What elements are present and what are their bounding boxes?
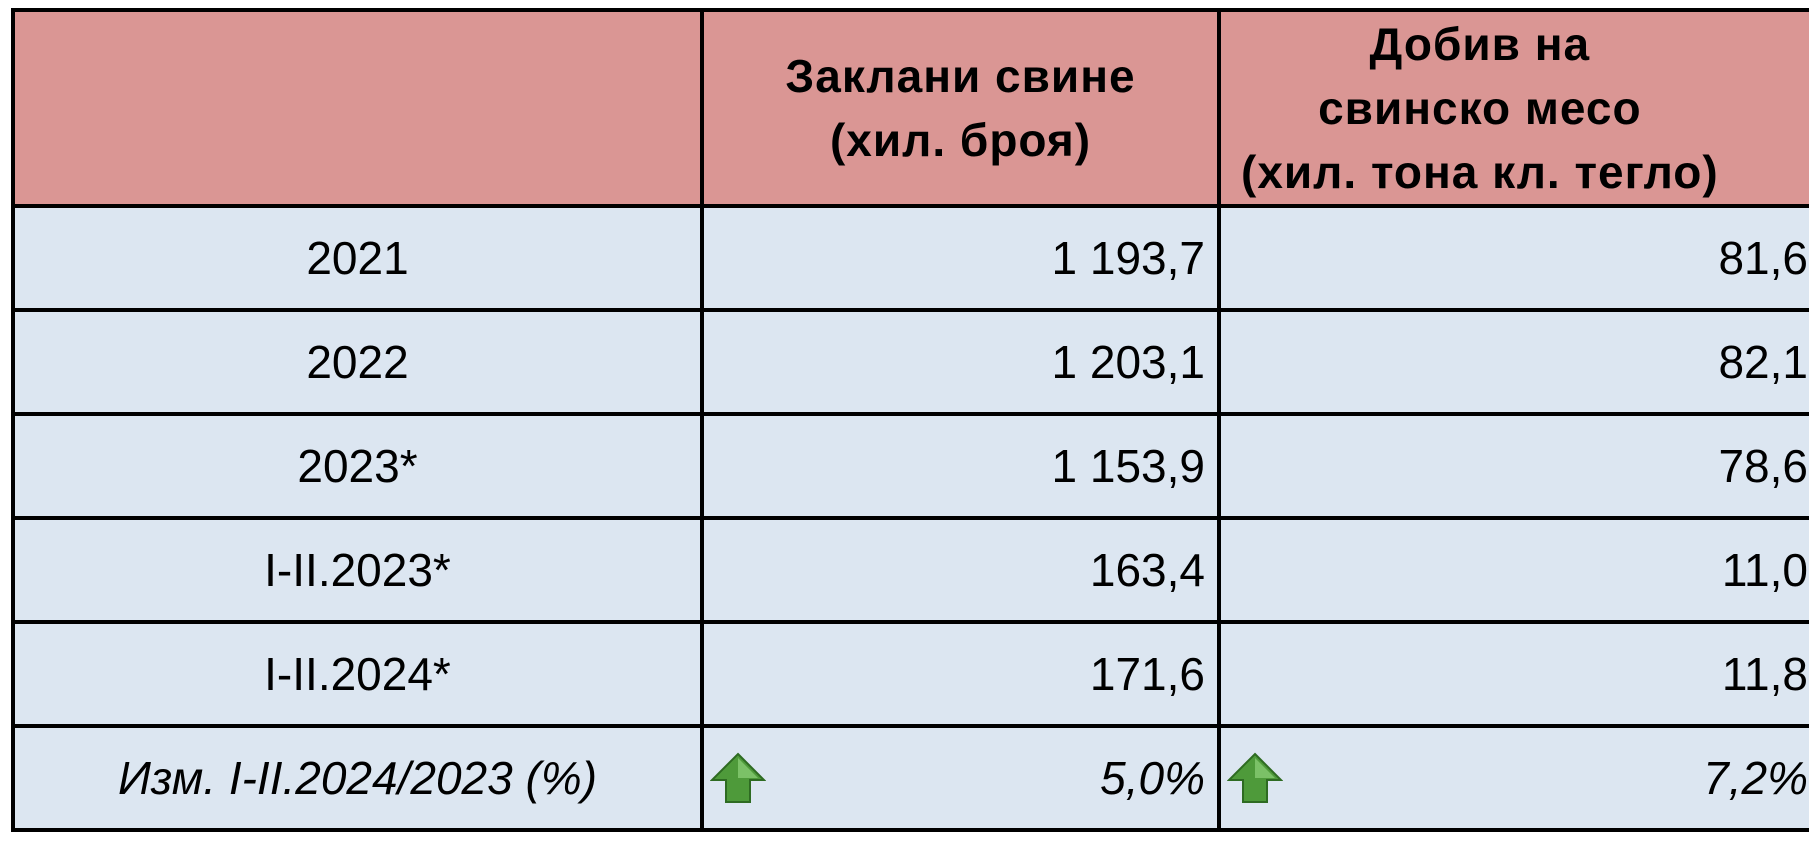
- cell-text: 1 153,9: [1051, 440, 1205, 492]
- header-cell: Заклани свине (хил. броя): [700, 8, 1221, 208]
- value-cell: 7,2%: [1217, 724, 1809, 832]
- row-label: 2021: [11, 204, 704, 312]
- header-cell: [11, 8, 704, 208]
- header-line: (хил. броя): [829, 114, 1092, 166]
- cell-text: 2023*: [297, 440, 418, 492]
- cell-text: 2021: [306, 232, 409, 284]
- cell-text: I-II.2024*: [264, 648, 451, 700]
- cell-text: 2022: [306, 336, 409, 388]
- value-cell: 1 193,7: [700, 204, 1221, 312]
- table-row: 2023* 1 153,9 78,6: [11, 412, 1809, 520]
- data-table: Заклани свине (хил. броя) Добив на свинско…: [11, 8, 1809, 832]
- row-label: I-II.2024*: [11, 620, 704, 728]
- table-row: 2021 1 193,7 81,6: [11, 204, 1809, 312]
- header-line: Добив на: [1369, 18, 1591, 70]
- header-text: Заклани свине (хил. броя): [716, 44, 1205, 172]
- cell-text: 7,2%: [1703, 752, 1808, 804]
- row-label: 2022: [11, 308, 704, 416]
- cell-text: 1 203,1: [1051, 336, 1205, 388]
- header-text: Добив на свинско месо (хил. тона кл. тегло…: [1241, 12, 1719, 204]
- cell-text: 78,6: [1718, 440, 1808, 492]
- cell-text: 81,6: [1718, 232, 1808, 284]
- cell-text: Изм. I-II.2024/2023 (%): [117, 752, 598, 804]
- table-row: I-II.2024* 171,6 11,8: [11, 620, 1809, 728]
- table-row: Изм. I-II.2024/2023 (%) 5,0% 7,2%: [11, 724, 1809, 832]
- cell-text: I-II.2023*: [264, 544, 451, 596]
- cell-text: 5,0%: [1100, 752, 1205, 804]
- value-cell: 81,6: [1217, 204, 1809, 312]
- row-label: I-II.2023*: [11, 516, 704, 624]
- value-cell: 78,6: [1217, 412, 1809, 520]
- header-line: Заклани свине: [785, 50, 1136, 102]
- cell-text: 1 193,7: [1051, 232, 1205, 284]
- table-row: 2022 1 203,1 82,1: [11, 308, 1809, 416]
- value-cell: 163,4: [700, 516, 1221, 624]
- table-row: I-II.2023* 163,4 11,0: [11, 516, 1809, 624]
- row-label: Изм. I-II.2024/2023 (%): [11, 724, 704, 832]
- header-row: Заклани свине (хил. броя) Добив на свинско…: [11, 8, 1809, 208]
- header-cell: Добив на свинско месо (хил. тона кл. тегло…: [1217, 8, 1809, 208]
- value-cell: 82,1: [1217, 308, 1809, 416]
- up-arrow-icon: [710, 752, 766, 803]
- value-cell: 11,0: [1217, 516, 1809, 624]
- header-line: (хил. тона кл. тегло): [1241, 146, 1719, 198]
- value-cell: 5,0%: [700, 724, 1221, 832]
- cell-text: 163,4: [1089, 544, 1205, 596]
- cell-text: 82,1: [1718, 336, 1808, 388]
- cell-text: 11,8: [1721, 648, 1808, 700]
- row-label: 2023*: [11, 412, 704, 520]
- value-cell: 171,6: [700, 620, 1221, 728]
- value-cell: 1 203,1: [700, 308, 1221, 416]
- up-arrow-icon: [1227, 752, 1283, 803]
- value-cell: 11,8: [1217, 620, 1809, 728]
- cell-text: 171,6: [1089, 648, 1205, 700]
- cell-text: 11,0: [1721, 544, 1808, 596]
- value-cell: 1 153,9: [700, 412, 1221, 520]
- header-line: свинско месо: [1318, 82, 1642, 134]
